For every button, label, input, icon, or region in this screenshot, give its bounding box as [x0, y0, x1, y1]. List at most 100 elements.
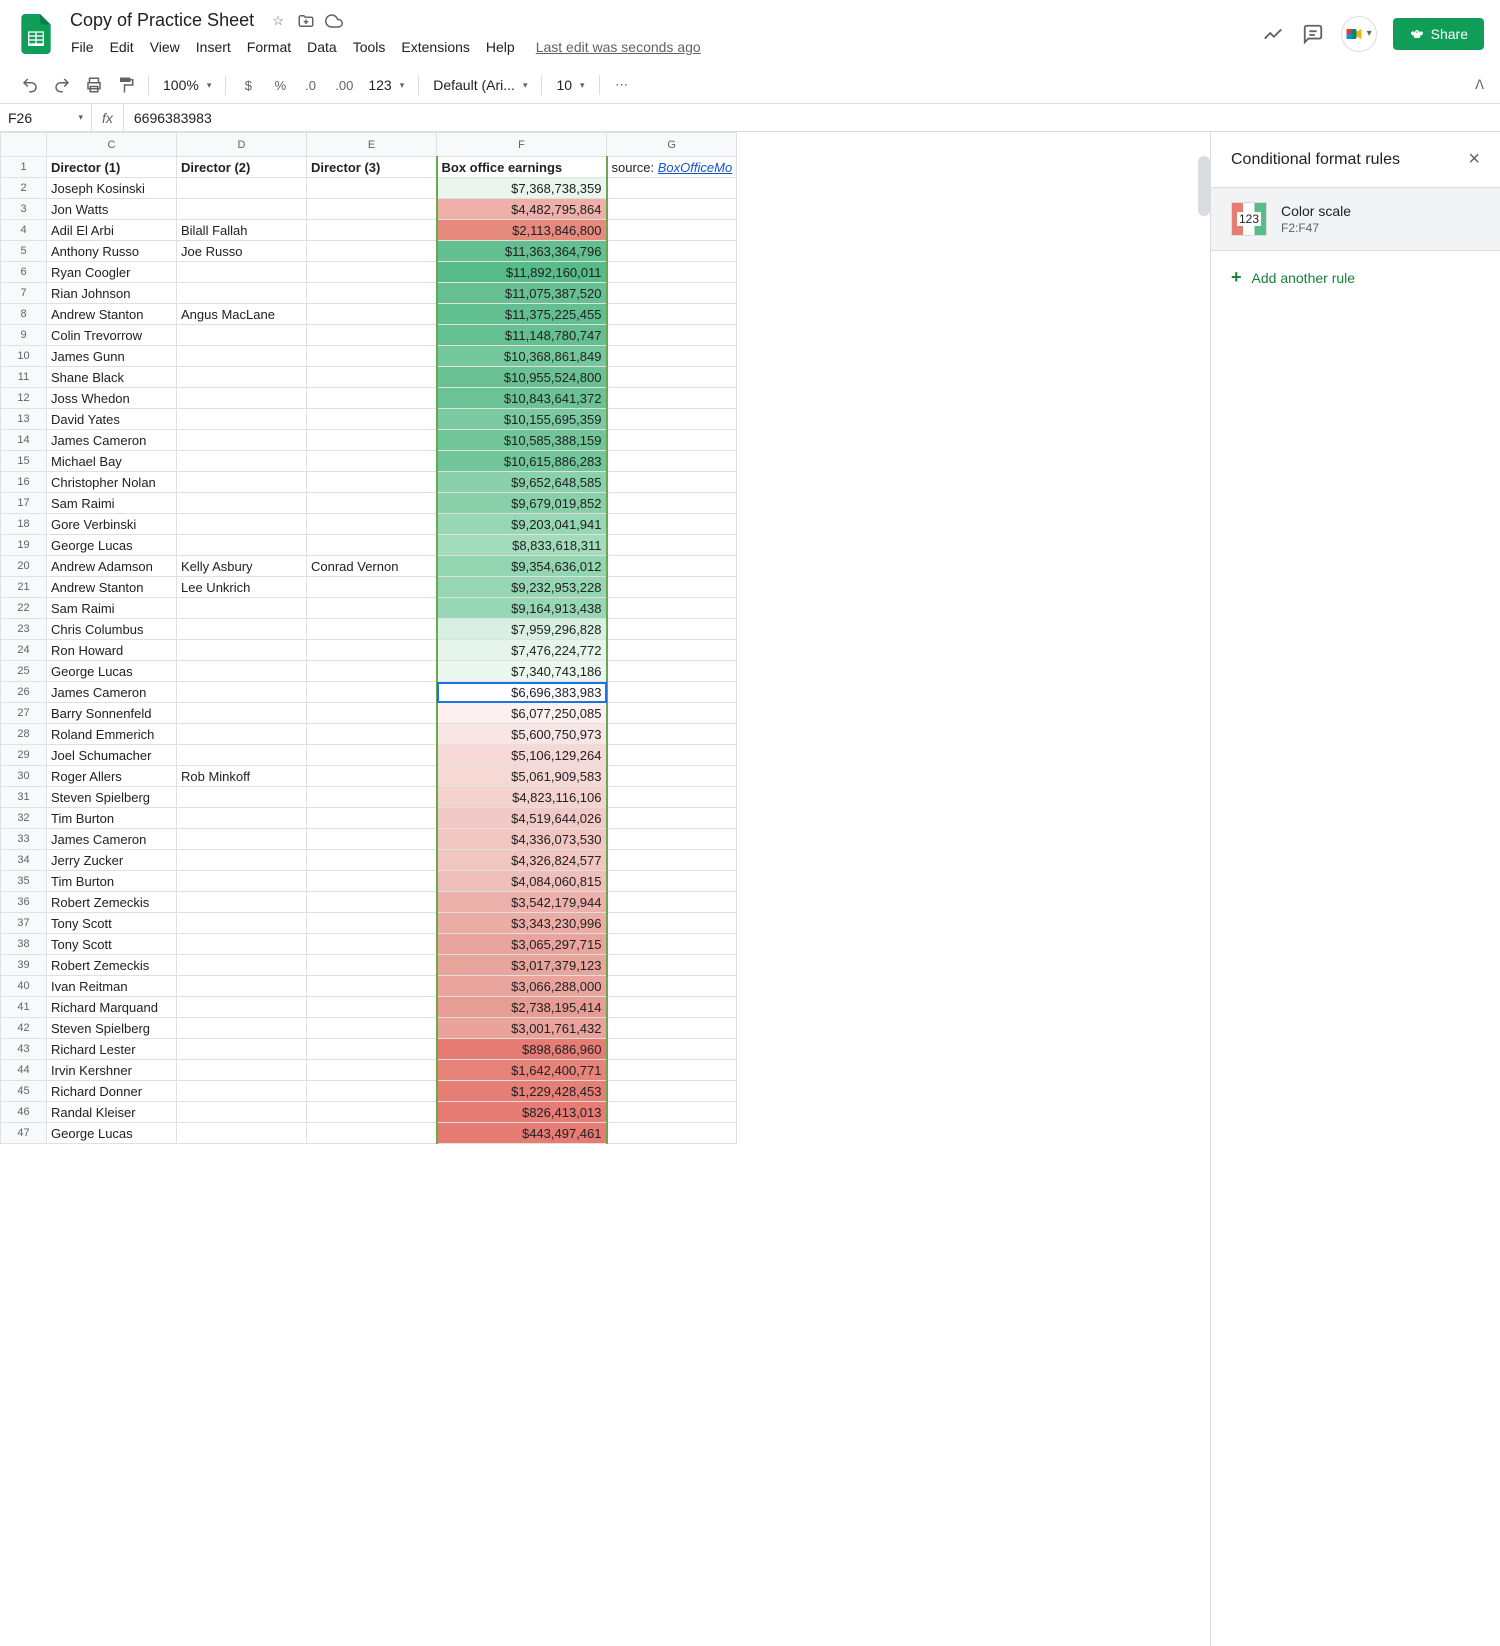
cell[interactable] — [177, 388, 307, 409]
cell[interactable]: Director (2) — [177, 157, 307, 178]
cell[interactable]: Steven Spielberg — [47, 1018, 177, 1039]
menu-data[interactable]: Data — [300, 35, 344, 59]
cell[interactable]: $6,077,250,085 — [437, 703, 607, 724]
comments-icon[interactable] — [1301, 22, 1325, 46]
cell[interactable] — [307, 472, 437, 493]
cell[interactable] — [307, 808, 437, 829]
cell[interactable]: $4,519,644,026 — [437, 808, 607, 829]
row-header[interactable]: 25 — [1, 661, 47, 682]
cell[interactable] — [307, 871, 437, 892]
paint-format-icon[interactable] — [112, 71, 140, 99]
cell[interactable] — [307, 766, 437, 787]
cell[interactable] — [607, 1102, 737, 1123]
zoom-select[interactable]: 100% — [157, 73, 217, 97]
cell[interactable] — [307, 682, 437, 703]
cell[interactable]: $2,738,195,414 — [437, 997, 607, 1018]
meet-icon[interactable] — [1341, 16, 1377, 52]
cell[interactable] — [177, 745, 307, 766]
row-header[interactable]: 8 — [1, 304, 47, 325]
cell[interactable] — [607, 451, 737, 472]
cell[interactable] — [607, 283, 737, 304]
row-header[interactable]: 10 — [1, 346, 47, 367]
cell[interactable]: $9,652,648,585 — [437, 472, 607, 493]
cell[interactable] — [607, 220, 737, 241]
cell[interactable]: $7,368,738,359 — [437, 178, 607, 199]
cell[interactable]: $8,833,618,311 — [437, 535, 607, 556]
cell[interactable] — [307, 493, 437, 514]
cell[interactable] — [607, 262, 737, 283]
cell[interactable]: $11,892,160,011 — [437, 262, 607, 283]
row-header[interactable]: 46 — [1, 1102, 47, 1123]
cell[interactable]: $7,340,743,186 — [437, 661, 607, 682]
row-header[interactable]: 17 — [1, 493, 47, 514]
cell[interactable] — [177, 829, 307, 850]
cell[interactable] — [177, 262, 307, 283]
cell[interactable] — [607, 703, 737, 724]
row-header[interactable]: 20 — [1, 556, 47, 577]
cell[interactable]: $7,476,224,772 — [437, 640, 607, 661]
cell[interactable] — [607, 1039, 737, 1060]
cell[interactable] — [177, 1123, 307, 1144]
cell[interactable]: $9,679,019,852 — [437, 493, 607, 514]
row-header[interactable]: 1 — [1, 157, 47, 178]
col-header-d[interactable]: D — [177, 133, 307, 157]
cell[interactable]: $11,363,364,796 — [437, 241, 607, 262]
cell[interactable]: Rian Johnson — [47, 283, 177, 304]
row-header[interactable]: 33 — [1, 829, 47, 850]
row-header[interactable]: 22 — [1, 598, 47, 619]
cell[interactable] — [177, 472, 307, 493]
cell[interactable] — [607, 997, 737, 1018]
cell[interactable] — [607, 1060, 737, 1081]
cell[interactable] — [307, 346, 437, 367]
move-icon[interactable] — [296, 11, 316, 31]
cell[interactable] — [307, 997, 437, 1018]
cell[interactable]: $10,368,861,849 — [437, 346, 607, 367]
cell[interactable]: $3,017,379,123 — [437, 955, 607, 976]
row-header[interactable]: 41 — [1, 997, 47, 1018]
row-header[interactable]: 2 — [1, 178, 47, 199]
cell[interactable] — [177, 430, 307, 451]
cell[interactable] — [177, 955, 307, 976]
cell[interactable] — [177, 346, 307, 367]
cell[interactable]: Robert Zemeckis — [47, 892, 177, 913]
cell[interactable]: Richard Lester — [47, 1039, 177, 1060]
cell[interactable] — [177, 703, 307, 724]
cell[interactable] — [177, 682, 307, 703]
decrease-decimal-icon[interactable]: .0 — [298, 71, 326, 99]
scrollbar[interactable] — [1198, 156, 1210, 216]
cell[interactable] — [607, 178, 737, 199]
row-header[interactable]: 44 — [1, 1060, 47, 1081]
row-header[interactable]: 14 — [1, 430, 47, 451]
cell[interactable] — [607, 724, 737, 745]
cell[interactable]: $9,354,636,012 — [437, 556, 607, 577]
row-header[interactable]: 40 — [1, 976, 47, 997]
row-header[interactable]: 6 — [1, 262, 47, 283]
cell[interactable]: Lee Unkrich — [177, 577, 307, 598]
select-all-corner[interactable] — [1, 133, 47, 157]
cell[interactable] — [177, 283, 307, 304]
row-header[interactable]: 12 — [1, 388, 47, 409]
more-icon[interactable]: ⋯ — [608, 71, 636, 99]
cell[interactable]: $11,075,387,520 — [437, 283, 607, 304]
cell[interactable]: Jon Watts — [47, 199, 177, 220]
row-header[interactable]: 39 — [1, 955, 47, 976]
menu-edit[interactable]: Edit — [103, 35, 141, 59]
cell[interactable] — [607, 388, 737, 409]
col-header-e[interactable]: E — [307, 133, 437, 157]
cell[interactable] — [307, 1039, 437, 1060]
cell[interactable]: $826,413,013 — [437, 1102, 607, 1123]
cell[interactable] — [177, 787, 307, 808]
cell[interactable] — [607, 346, 737, 367]
cell[interactable]: Shane Black — [47, 367, 177, 388]
cell[interactable] — [607, 367, 737, 388]
cell[interactable]: $10,955,524,800 — [437, 367, 607, 388]
cell[interactable]: $10,155,695,359 — [437, 409, 607, 430]
cell[interactable]: Rob Minkoff — [177, 766, 307, 787]
row-header[interactable]: 11 — [1, 367, 47, 388]
row-header[interactable]: 31 — [1, 787, 47, 808]
cell[interactable]: Kelly Asbury — [177, 556, 307, 577]
cell[interactable]: $7,959,296,828 — [437, 619, 607, 640]
cell[interactable]: $9,232,953,228 — [437, 577, 607, 598]
cell[interactable] — [307, 1081, 437, 1102]
cell[interactable]: $11,148,780,747 — [437, 325, 607, 346]
